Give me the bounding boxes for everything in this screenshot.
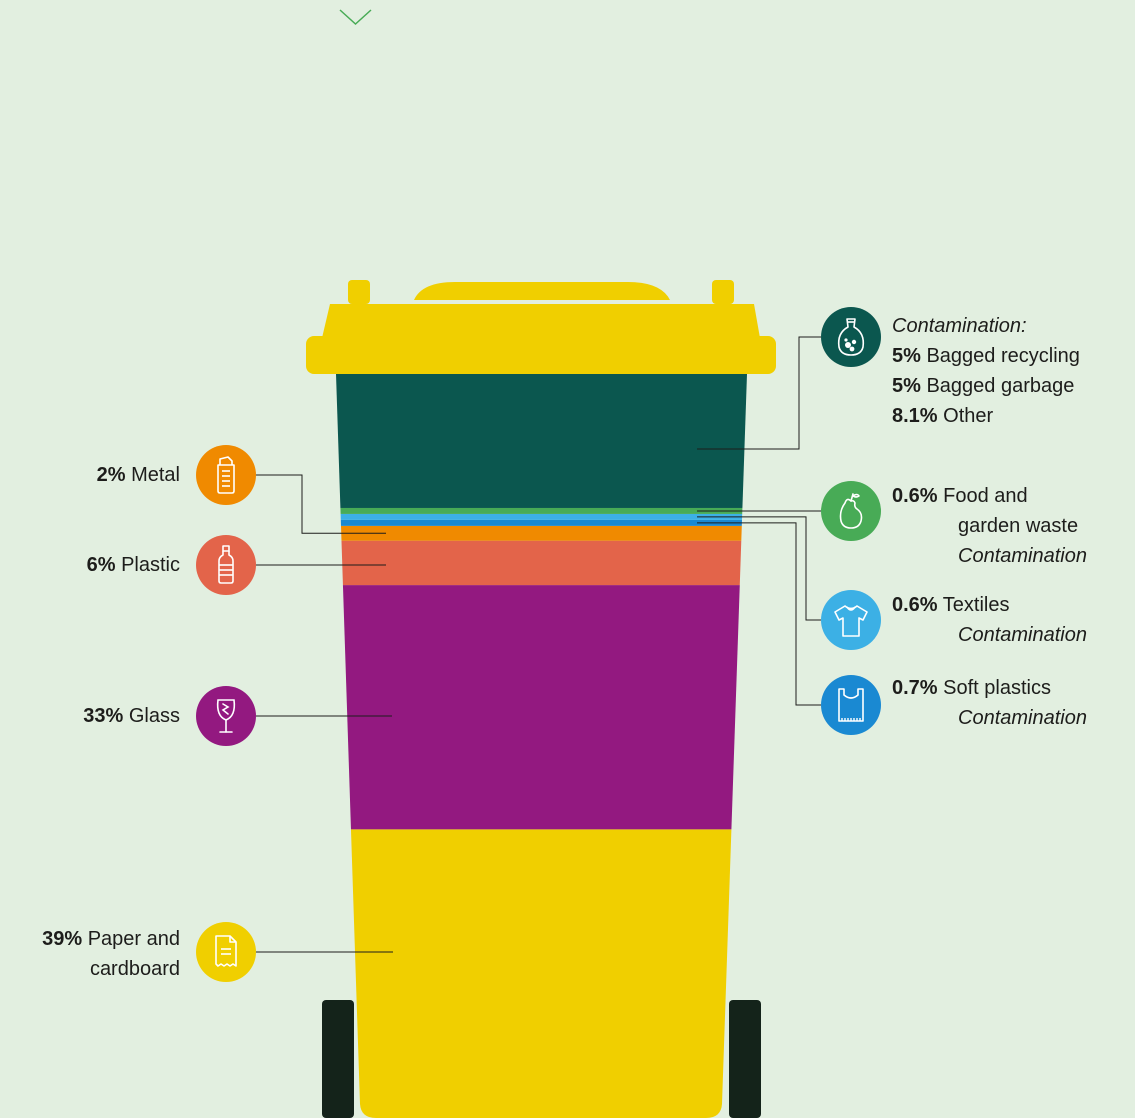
segment-plastic — [336, 540, 747, 586]
label-textiles-pct: 0.6% — [892, 594, 938, 616]
label-metal-text: Metal — [125, 464, 180, 486]
label-plastic-text: Plastic — [115, 554, 180, 576]
segment-textiles — [336, 513, 747, 520]
label-contamination: Contamination: 5% Bagged recycling 5% Ba… — [892, 311, 1080, 431]
label-paper-line1: Paper and — [82, 928, 180, 950]
segment-contamination — [336, 374, 747, 508]
label-bagged-recycling-text: Bagged recycling — [920, 345, 1080, 367]
leader-line-contamination — [697, 336, 821, 450]
label-textiles: 0.6% Textiles Contamination — [892, 590, 1087, 650]
label-bagged-garbage-pct: 5% — [892, 375, 921, 397]
bin-wheel-right — [729, 1000, 761, 1118]
label-metal: 2% Metal — [97, 460, 180, 490]
label-soft-plastics: 0.7% Soft plastics Contamination — [892, 673, 1087, 733]
label-paper-line2: cardboard — [89, 958, 180, 980]
label-bagged-garbage-text: Bagged garbage — [920, 375, 1075, 397]
label-plastic-pct: 6% — [86, 554, 116, 576]
label-plastic: 6% Plastic — [87, 550, 180, 580]
bottle-icon — [196, 535, 256, 595]
label-paper: 39% Paper and cardboard — [42, 924, 180, 984]
label-other-text: Other — [937, 405, 994, 427]
segment-glass — [336, 585, 747, 830]
label-food-note: Contamination — [958, 545, 1087, 567]
bin-lid — [306, 280, 776, 374]
wine-glass-icon — [196, 686, 256, 746]
leader-line-textiles — [697, 516, 821, 621]
leader-line-soft-plastics — [697, 522, 821, 706]
paper-icon — [196, 922, 256, 982]
label-glass: 33% Glass — [83, 701, 180, 731]
label-glass-text: Glass — [123, 705, 180, 727]
label-other-pct: 8.1% — [892, 405, 938, 427]
bag-icon — [821, 307, 881, 367]
leader-line-metal — [256, 474, 386, 534]
label-contamination-heading: Contamination: — [892, 315, 1027, 337]
label-paper-pct: 39% — [42, 928, 83, 950]
label-soft-pct: 0.7% — [892, 677, 938, 699]
plastic-bag-icon — [821, 675, 881, 735]
segment-paper-and-cardboard — [336, 829, 747, 1118]
label-food-pct: 0.6% — [892, 485, 938, 507]
scroll-down-chevron-icon[interactable] — [339, 9, 372, 26]
bin-wheel-left — [322, 1000, 354, 1118]
label-food: 0.6% Food and garden waste Contamination — [892, 481, 1087, 571]
segment-metal — [336, 525, 747, 541]
label-food-line1: Food and — [937, 485, 1028, 507]
can-icon — [196, 445, 256, 505]
label-soft-text: Soft plastics — [937, 677, 1051, 699]
apple-icon — [821, 481, 881, 541]
label-soft-note: Contamination — [958, 707, 1087, 729]
label-glass-pct: 33% — [83, 705, 124, 727]
label-textiles-text: Textiles — [937, 594, 1010, 616]
label-metal-pct: 2% — [96, 464, 126, 486]
label-bagged-recycling-pct: 5% — [892, 345, 921, 367]
segment-food-and-garden-waste — [336, 507, 747, 514]
tshirt-icon — [821, 590, 881, 650]
segment-soft-plastics — [336, 519, 747, 526]
label-food-line2: garden waste — [958, 515, 1079, 537]
label-textiles-note: Contamination — [958, 624, 1087, 646]
